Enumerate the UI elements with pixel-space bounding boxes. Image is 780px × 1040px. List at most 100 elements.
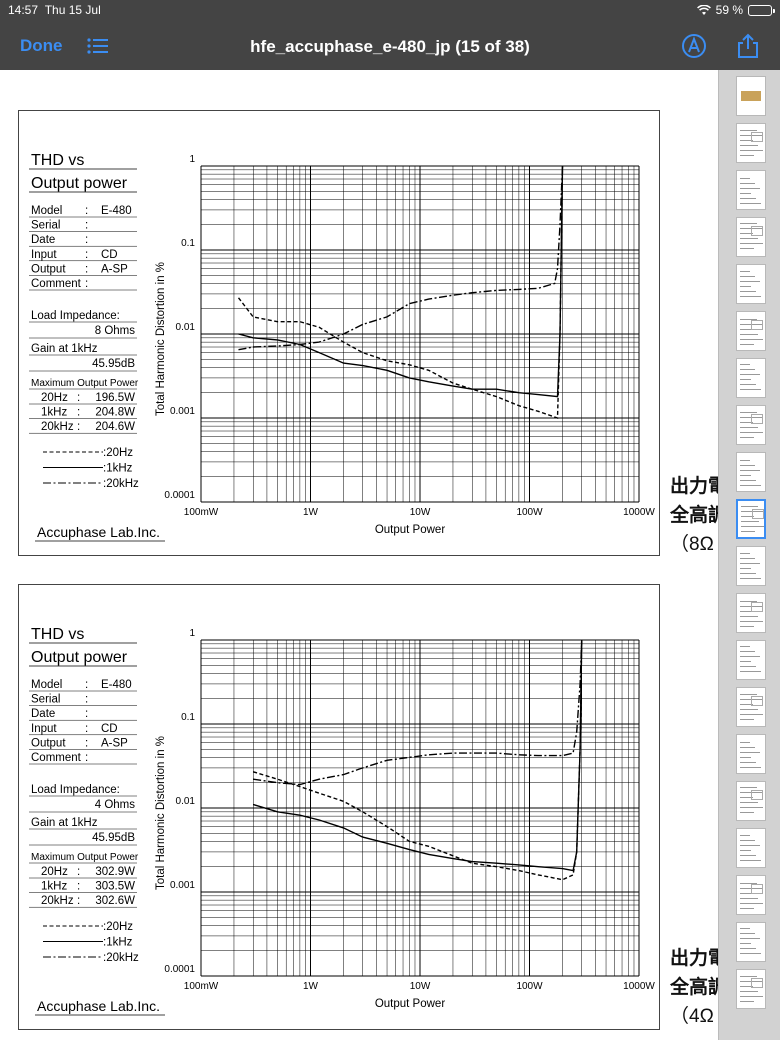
thumbnail-figure	[751, 320, 763, 330]
thumbnail-text-line	[740, 601, 757, 602]
thumbnail-text-line	[740, 840, 755, 841]
info-label: Model	[31, 205, 62, 217]
page-thumbnail[interactable]	[736, 358, 766, 398]
thumbnail-text-line	[740, 155, 754, 156]
y-tick-label: 0.1	[181, 238, 195, 249]
thumbnail-text-line	[740, 427, 758, 428]
side-text-8ohm: 出力電 全高調 （8Ω	[670, 472, 727, 559]
page-thumbnail[interactable]	[736, 217, 766, 257]
thumbnail-text-line	[740, 369, 755, 370]
markup-icon[interactable]	[680, 32, 708, 60]
status-clock: 14:57	[8, 3, 39, 17]
page-thumbnail[interactable]	[736, 76, 766, 116]
page-thumbnail[interactable]	[736, 922, 766, 962]
page-thumbnail[interactable]	[736, 969, 766, 1009]
info-value: A-SP	[101, 263, 128, 275]
thumbnail-text-line	[740, 762, 756, 763]
thumbnail-text-line	[740, 661, 751, 662]
side-text-line3: （4Ω	[670, 1006, 714, 1027]
page-thumbnail[interactable]	[736, 781, 766, 821]
page-thumbnail[interactable]	[736, 875, 766, 915]
page-thumbnail[interactable]	[736, 499, 766, 539]
info-label: Input	[31, 723, 57, 735]
thumbnail-text-line	[740, 802, 758, 803]
thumbnail-text-line	[740, 767, 761, 768]
max-colon: :	[77, 895, 80, 907]
info-label: Serial	[31, 220, 60, 232]
max-colon: :	[77, 881, 80, 893]
thumbnail-text-line	[740, 704, 753, 705]
gain-value: 45.95dB	[92, 358, 135, 370]
page-thumbnail[interactable]	[736, 593, 766, 633]
thumbnail-text-line	[740, 948, 756, 949]
thumbnail-text-line	[740, 860, 761, 861]
page-thumbnail[interactable]	[736, 123, 766, 163]
max-output-label: Maximum Output Power	[31, 852, 139, 863]
thumbnail-text-line	[740, 797, 753, 798]
series-line-1kHz	[252, 639, 583, 872]
thumbnail-text-line	[740, 286, 751, 287]
thumbnail-text-line	[740, 812, 754, 813]
thumbnail-text-line	[740, 364, 750, 365]
thumbnail-figure	[751, 132, 763, 142]
info-label: Serial	[31, 694, 60, 706]
thumbnail-text-line	[741, 521, 759, 522]
side-text-4ohm: 出力電 全高調 （4Ω	[670, 944, 727, 1031]
page-thumbnail[interactable]	[736, 828, 766, 868]
page-thumbnail-strip[interactable]	[718, 70, 780, 1040]
max-freq: 20kHz	[41, 421, 74, 433]
thumbnail-text-line	[740, 757, 751, 758]
page-thumbnail[interactable]	[736, 405, 766, 445]
x-axis-label: Output Power	[375, 524, 445, 536]
thumbnail-text-line	[740, 646, 750, 647]
page-thumbnail[interactable]	[736, 311, 766, 351]
share-icon[interactable]	[734, 32, 762, 60]
company-name: Accuphase Lab.Inc.	[37, 998, 160, 1014]
thumbnail-text-line	[740, 621, 763, 622]
thumbnail-figure	[751, 790, 763, 800]
panel-title-line1: THD vs	[31, 626, 84, 643]
series-line-20Hz	[237, 165, 564, 419]
done-button[interactable]: Done	[20, 36, 63, 55]
thumbnail-text-line	[740, 150, 763, 151]
thumbnail-text-line	[740, 223, 757, 224]
thumbnail-text-line	[740, 908, 754, 909]
y-tick-label: 1	[189, 628, 195, 639]
battery-percent: 59 %	[715, 3, 743, 17]
page-thumbnail[interactable]	[736, 546, 766, 586]
page-thumbnail[interactable]	[736, 170, 766, 210]
thumbnail-text-line	[740, 898, 758, 899]
thumbnail-text-line	[741, 516, 754, 517]
info-colon: :	[85, 723, 88, 735]
thumbnail-figure	[751, 884, 763, 894]
page-thumbnail[interactable]	[736, 264, 766, 304]
info-value: E-480	[101, 679, 132, 691]
info-colon: :	[85, 679, 88, 691]
thumbnail-text-line	[740, 553, 750, 554]
thumbnail-text-line	[740, 747, 755, 748]
info-value: CD	[101, 723, 118, 735]
page-thumbnail[interactable]	[736, 687, 766, 727]
thumbnail-text-line	[740, 485, 761, 486]
page-thumbnail[interactable]	[736, 452, 766, 492]
info-colon: :	[85, 708, 88, 720]
max-freq: 1kHz	[41, 881, 67, 893]
thumbnail-text-line	[740, 140, 753, 141]
thd-chart-4ohm: THD vs Output power Model: E-480 Serial: Date…	[29, 626, 655, 1016]
series-line-20kHz	[253, 639, 583, 786]
status-indicators: 59 %	[696, 3, 775, 17]
thumbnail-text-line	[740, 233, 753, 234]
info-label: Date	[31, 708, 55, 720]
thumbnail-text-line	[740, 573, 756, 574]
thumbnail-text-line	[740, 188, 760, 189]
thumbnail-text-line	[740, 374, 760, 375]
y-axis-label: Total Harmonic Distortion in %	[155, 262, 167, 416]
thumbnail-text-line	[740, 835, 750, 836]
outline-list-icon[interactable]	[84, 32, 112, 60]
max-value: 196.5W	[95, 392, 135, 404]
page-thumbnail[interactable]	[736, 734, 766, 774]
thumbnail-text-line	[740, 656, 760, 657]
y-tick-label: 1	[189, 154, 195, 165]
page-thumbnail[interactable]	[736, 640, 766, 680]
status-date: Thu 15 Jul	[44, 3, 101, 17]
